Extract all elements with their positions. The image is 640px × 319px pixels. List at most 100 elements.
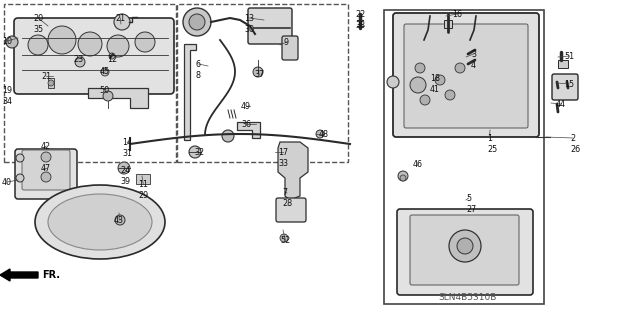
Circle shape xyxy=(400,175,406,181)
Circle shape xyxy=(107,35,129,57)
Text: 2
26: 2 26 xyxy=(570,134,580,154)
Circle shape xyxy=(410,77,426,93)
Polygon shape xyxy=(184,44,196,140)
Text: 11
29: 11 29 xyxy=(138,180,148,200)
FancyBboxPatch shape xyxy=(552,74,578,100)
Text: 42: 42 xyxy=(41,142,51,151)
FancyArrow shape xyxy=(0,269,38,281)
Circle shape xyxy=(183,8,211,36)
Circle shape xyxy=(48,26,76,54)
Circle shape xyxy=(222,130,234,142)
Text: 5
27: 5 27 xyxy=(466,194,476,214)
Circle shape xyxy=(455,63,465,73)
Circle shape xyxy=(6,36,18,48)
Text: 17
33: 17 33 xyxy=(278,148,288,168)
Text: 24
39: 24 39 xyxy=(120,166,130,186)
Circle shape xyxy=(398,171,408,181)
Circle shape xyxy=(415,63,425,73)
Text: 49: 49 xyxy=(241,102,251,111)
FancyBboxPatch shape xyxy=(393,13,539,137)
Text: 13
30: 13 30 xyxy=(244,14,254,34)
Circle shape xyxy=(41,172,51,182)
Text: 48: 48 xyxy=(319,130,329,139)
Circle shape xyxy=(28,35,48,55)
Ellipse shape xyxy=(35,185,165,259)
Text: 44: 44 xyxy=(556,100,566,109)
FancyBboxPatch shape xyxy=(248,8,292,44)
Circle shape xyxy=(189,14,205,30)
Text: 1
25: 1 25 xyxy=(487,134,497,154)
Circle shape xyxy=(316,130,324,138)
Text: 52: 52 xyxy=(280,236,291,245)
Text: 18
41: 18 41 xyxy=(430,74,440,94)
FancyBboxPatch shape xyxy=(14,18,174,94)
Text: 50: 50 xyxy=(99,86,109,95)
Circle shape xyxy=(101,68,109,76)
Circle shape xyxy=(135,32,155,52)
FancyBboxPatch shape xyxy=(397,209,533,295)
Circle shape xyxy=(75,57,85,67)
FancyBboxPatch shape xyxy=(15,149,77,199)
Text: 9: 9 xyxy=(284,38,289,47)
Circle shape xyxy=(103,91,113,101)
Circle shape xyxy=(445,90,455,100)
Circle shape xyxy=(109,53,115,59)
Polygon shape xyxy=(136,174,150,184)
Text: 43: 43 xyxy=(114,216,124,225)
Text: 47: 47 xyxy=(41,164,51,173)
Circle shape xyxy=(457,238,473,254)
Circle shape xyxy=(253,67,263,77)
Circle shape xyxy=(387,76,399,88)
FancyBboxPatch shape xyxy=(282,36,298,60)
Text: 37: 37 xyxy=(254,70,264,79)
Text: 15: 15 xyxy=(564,80,574,89)
Circle shape xyxy=(449,230,481,262)
Text: 51: 51 xyxy=(564,52,574,61)
FancyBboxPatch shape xyxy=(404,24,528,128)
Circle shape xyxy=(114,14,130,30)
FancyBboxPatch shape xyxy=(410,215,519,285)
Text: 3
4: 3 4 xyxy=(471,50,476,70)
Text: 40: 40 xyxy=(2,178,12,187)
Text: 21: 21 xyxy=(115,14,125,23)
Text: 6
8: 6 8 xyxy=(196,60,201,80)
Text: 7
28: 7 28 xyxy=(282,188,292,208)
Bar xyxy=(177,4,348,162)
Text: FR.: FR. xyxy=(42,270,60,280)
Bar xyxy=(384,10,544,304)
Circle shape xyxy=(420,95,430,105)
Circle shape xyxy=(48,80,54,86)
Text: 36: 36 xyxy=(241,120,251,129)
Text: 16: 16 xyxy=(452,10,462,19)
Circle shape xyxy=(189,146,201,158)
Text: 32: 32 xyxy=(194,148,204,157)
Bar xyxy=(4,4,176,162)
Text: 12: 12 xyxy=(107,55,117,64)
Circle shape xyxy=(280,234,288,242)
Text: SLN4B5310B: SLN4B5310B xyxy=(439,293,497,302)
Text: 20
35: 20 35 xyxy=(33,14,43,34)
Polygon shape xyxy=(48,78,54,88)
Circle shape xyxy=(435,75,445,85)
Circle shape xyxy=(118,162,130,174)
Circle shape xyxy=(16,154,24,162)
Text: 19
34: 19 34 xyxy=(2,86,12,106)
Circle shape xyxy=(16,174,24,182)
Polygon shape xyxy=(237,122,260,138)
Text: 21: 21 xyxy=(41,72,51,81)
FancyBboxPatch shape xyxy=(22,150,70,190)
Circle shape xyxy=(115,215,125,225)
Bar xyxy=(444,20,452,28)
Text: 22
38: 22 38 xyxy=(355,10,365,30)
FancyBboxPatch shape xyxy=(276,198,306,222)
Text: 45: 45 xyxy=(100,67,110,76)
Text: 46: 46 xyxy=(413,160,423,169)
Polygon shape xyxy=(88,88,148,108)
Bar xyxy=(558,60,568,68)
Text: 10: 10 xyxy=(2,37,12,46)
Text: 14
31: 14 31 xyxy=(122,138,132,158)
Polygon shape xyxy=(278,142,308,200)
Circle shape xyxy=(41,152,51,162)
Text: 23: 23 xyxy=(73,55,83,64)
Ellipse shape xyxy=(48,194,152,250)
